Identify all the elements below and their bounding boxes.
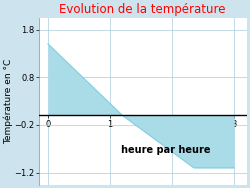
Text: heure par heure: heure par heure (121, 145, 210, 155)
Y-axis label: Température en °C: Température en °C (4, 58, 13, 144)
Title: Evolution de la température: Evolution de la température (59, 3, 226, 17)
